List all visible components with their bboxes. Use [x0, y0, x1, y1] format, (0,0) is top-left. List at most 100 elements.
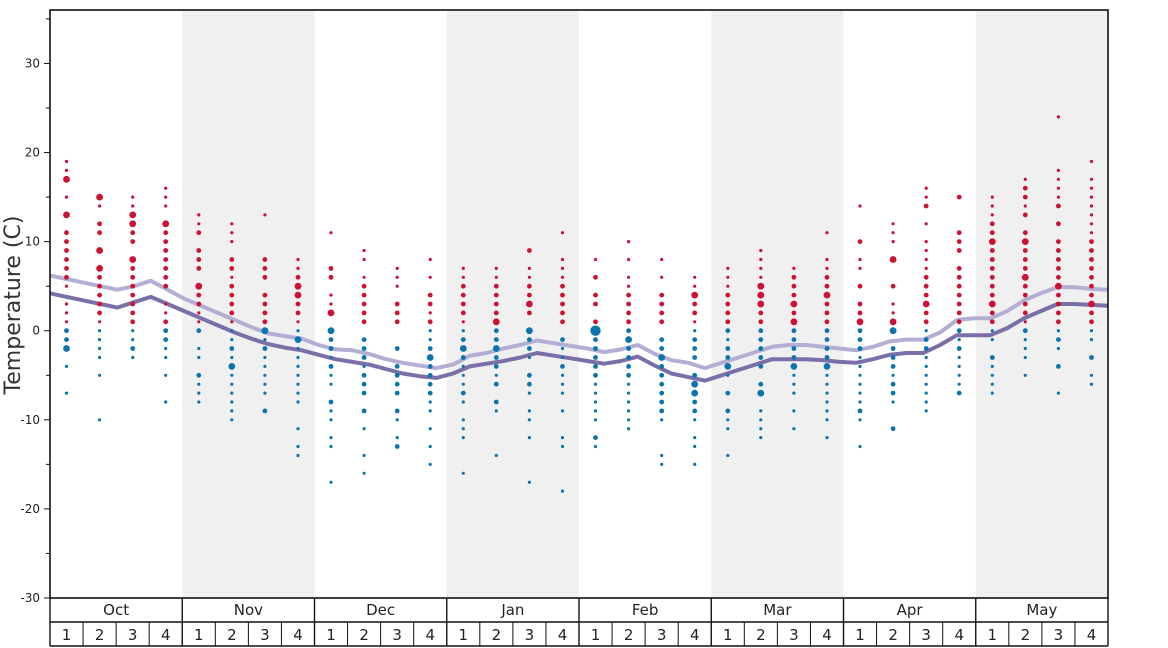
temp-dot	[593, 292, 598, 298]
temp-dot	[526, 300, 533, 308]
temp-dot	[957, 373, 961, 377]
temp-dot	[97, 292, 102, 298]
temp-dot	[823, 291, 831, 299]
temp-dot	[560, 231, 565, 235]
temp-dot	[758, 328, 764, 334]
temp-dot	[164, 311, 168, 315]
temp-dot	[758, 337, 764, 342]
temp-dot	[759, 275, 763, 279]
temp-dot	[889, 256, 897, 263]
temp-dot	[361, 292, 367, 298]
temp-dot	[989, 274, 995, 280]
temp-dot	[394, 301, 400, 307]
temp-dot	[725, 328, 731, 334]
temp-dot	[790, 363, 798, 370]
temp-dot	[329, 231, 333, 235]
temp-dot	[1089, 177, 1094, 181]
temp-dot	[329, 355, 333, 360]
temp-dot	[989, 292, 995, 298]
y-axis-label: Temperature (C)	[1, 216, 26, 396]
temp-dot	[229, 266, 235, 271]
temp-dot	[725, 310, 731, 316]
temp-dot	[858, 257, 862, 262]
temp-dot	[328, 274, 334, 280]
temp-dot	[659, 319, 665, 325]
temp-dot	[1089, 204, 1094, 208]
temp-dot	[130, 346, 136, 351]
temp-dot	[427, 390, 433, 396]
temp-dot	[758, 381, 764, 387]
temp-dot	[856, 318, 864, 326]
temp-dot	[627, 418, 631, 422]
temp-dot	[461, 427, 465, 431]
temp-dot	[858, 266, 862, 270]
temp-dot	[924, 257, 928, 262]
temp-dot	[230, 222, 234, 226]
temp-dot	[296, 427, 300, 431]
temp-dot	[1023, 373, 1027, 377]
temp-dot	[792, 373, 796, 377]
week-label: 4	[822, 626, 832, 644]
temp-dot	[296, 346, 300, 351]
temp-dot	[427, 301, 433, 307]
temp-dot	[196, 248, 202, 253]
temp-dot	[262, 292, 268, 298]
temp-dot	[394, 310, 400, 316]
temp-dot	[163, 328, 169, 334]
temp-dot	[627, 382, 631, 386]
temp-dot	[691, 389, 699, 397]
temp-dot	[791, 310, 797, 316]
temp-dot	[1089, 195, 1094, 199]
temp-dot	[889, 327, 897, 335]
temp-dot	[163, 257, 169, 262]
temp-dot	[296, 320, 300, 324]
temp-dot	[1056, 248, 1061, 253]
temp-dot	[759, 266, 763, 270]
temp-dot	[1056, 301, 1061, 307]
temp-dot	[461, 418, 465, 422]
temp-dot	[526, 327, 533, 335]
temp-dot	[924, 364, 928, 368]
temp-dot	[890, 364, 896, 369]
temp-dot	[560, 283, 565, 289]
temp-dot	[791, 328, 797, 334]
temp-dot	[791, 346, 797, 351]
temp-dot	[427, 346, 433, 351]
temp-dot	[428, 329, 432, 333]
temp-dot	[758, 364, 764, 369]
temp-dot	[196, 372, 202, 378]
temp-dot	[891, 240, 895, 244]
temp-dot	[790, 300, 798, 308]
temp-dot	[394, 346, 400, 351]
temp-dot	[329, 444, 333, 449]
temp-dot	[230, 400, 234, 404]
temp-dot	[361, 301, 367, 307]
temp-dot	[493, 328, 499, 334]
temp-dot	[197, 346, 201, 351]
temp-dot	[626, 301, 631, 307]
temp-dot	[428, 444, 432, 449]
temp-dot	[725, 355, 731, 360]
temp-dot	[362, 453, 366, 458]
temp-dot	[1022, 185, 1028, 191]
temp-dot	[527, 355, 532, 360]
week-label: 2	[756, 626, 766, 644]
week-label: 2	[492, 626, 502, 644]
temp-dot	[164, 204, 168, 208]
temp-dot	[1089, 373, 1094, 377]
temp-dot	[96, 247, 103, 254]
temp-dot	[593, 444, 598, 449]
temp-dot	[988, 300, 996, 308]
temp-dot	[757, 300, 765, 308]
temp-dot	[130, 310, 136, 316]
temp-dot	[957, 355, 961, 360]
temp-dot	[1056, 346, 1060, 351]
trend-lines	[49, 273, 1109, 383]
temp-dot	[362, 427, 366, 431]
temp-dot	[196, 328, 202, 334]
temp-dot	[394, 390, 400, 396]
temp-dot	[889, 318, 897, 326]
temp-dot	[560, 266, 565, 270]
temp-dot	[64, 274, 69, 280]
temp-dot	[362, 471, 366, 475]
